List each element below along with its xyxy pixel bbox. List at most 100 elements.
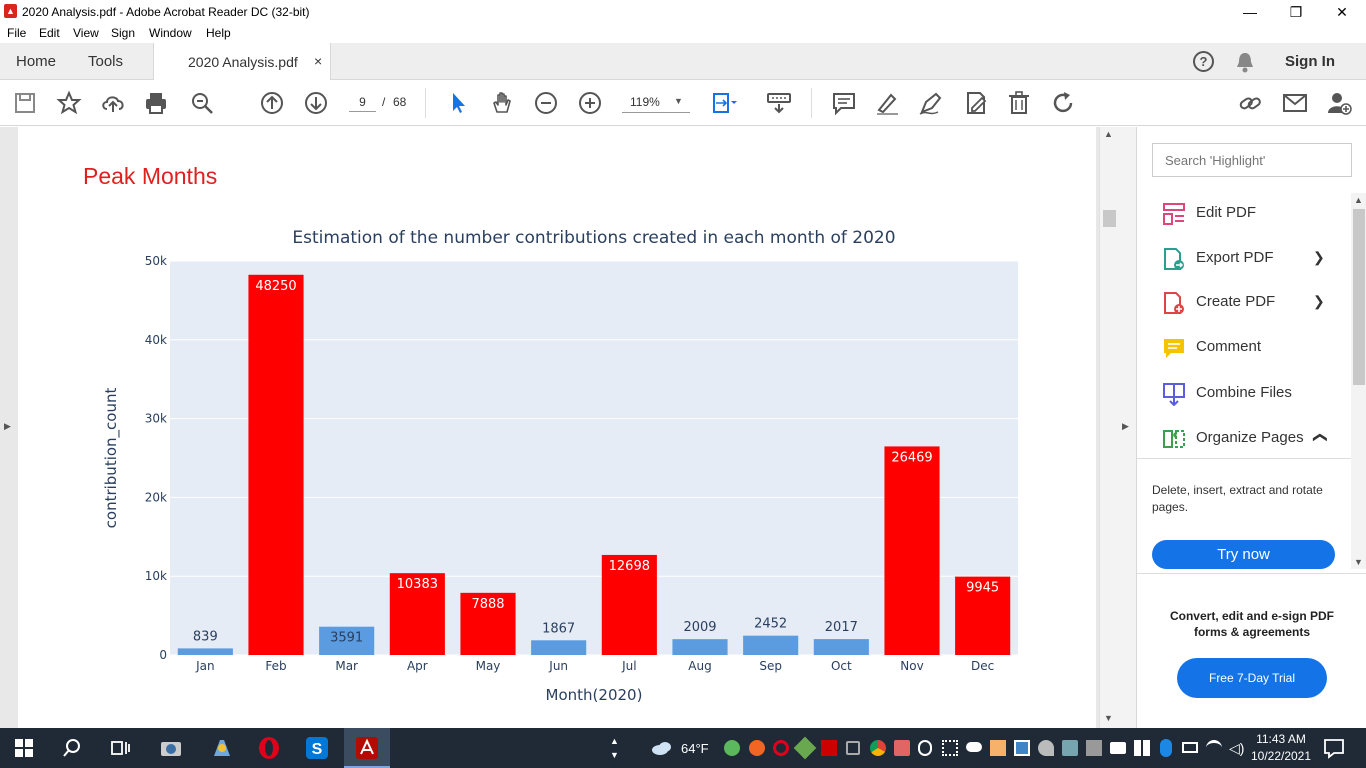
save-icon[interactable] [12,90,38,116]
menu-help[interactable]: Help [206,26,231,40]
free-trial-button[interactable]: Free 7-Day Trial [1177,658,1327,698]
draw-icon[interactable] [918,90,944,116]
mail-icon[interactable] [1282,90,1308,116]
notification-bell-icon[interactable] [1235,51,1255,73]
upload-icon[interactable] [100,90,126,116]
help-button[interactable]: ? [1193,51,1214,72]
try-now-button[interactable]: Try now [1152,540,1335,569]
tray-ssd-icon[interactable] [1110,742,1126,754]
document-viewport[interactable]: Peak Months 839 48250 3591 10383 7888 1867 126… [0,127,1118,728]
taskbar-acrobat-active[interactable] [344,728,390,768]
fit-page-icon[interactable] [711,90,737,116]
tray-monitor-icon[interactable] [1086,740,1102,756]
menu-edit[interactable]: Edit [39,26,60,40]
tray-power-icon[interactable] [918,740,932,756]
tray-battery-icon[interactable] [1182,742,1198,753]
tab-tools[interactable]: Tools [88,53,124,70]
weather-temperature[interactable]: 64°F [681,741,709,756]
clock-time[interactable]: 11:43 AM [1256,732,1306,746]
paint-app-icon[interactable] [210,736,234,760]
page-down-icon[interactable] [303,90,329,116]
tray-check-icon[interactable] [724,740,740,756]
tray-x-icon[interactable] [821,740,837,756]
tray-app-icon[interactable] [749,740,765,756]
task-view-icon[interactable] [108,736,132,760]
tool-edit-pdf[interactable]: Edit PDF [1137,194,1352,234]
add-user-icon[interactable] [1326,90,1352,116]
tray-window-icon[interactable] [1014,740,1030,756]
chevron-up-icon[interactable]: ❯ [1310,431,1327,444]
zoom-in-icon[interactable] [577,90,603,116]
notifications-icon[interactable] [1322,736,1346,760]
tray-wifi-icon[interactable] [1206,740,1222,756]
zoom-level-dropdown[interactable]: 119% [622,95,690,113]
tool-export-pdf[interactable]: Export PDF ❯ [1137,239,1352,279]
minimize-button[interactable]: — [1243,4,1257,20]
highlight-pen-icon[interactable] [874,90,900,116]
left-panel-toggle-icon[interactable]: ▶ [4,421,11,431]
menu-view[interactable]: View [73,26,99,40]
scroll-mode-icon[interactable] [766,90,792,116]
weather-cloud-icon[interactable] [650,736,674,760]
zoom-out-icon[interactable] [533,90,559,116]
tool-combine-files[interactable]: Combine Files [1137,374,1352,414]
edit-doc-icon[interactable] [962,90,988,116]
tools-scroll-up-icon[interactable]: ▲ [1354,195,1363,205]
menu-window[interactable]: Window [149,26,192,40]
tray-volume-icon[interactable]: ◁) [1229,740,1245,756]
scrollbar-thumb[interactable] [1103,210,1116,227]
restore-button[interactable]: ❐ [1289,4,1303,20]
tray-opera-icon[interactable] [773,740,789,756]
tray-usb-icon[interactable] [846,741,860,755]
tray-folder-icon[interactable] [990,740,1006,756]
rotate-icon[interactable] [1050,90,1076,116]
overflow-tray-icon[interactable]: ▲ ▼ [610,736,619,760]
tray-tool-icon[interactable] [793,736,817,760]
hand-icon[interactable] [489,90,515,116]
tools-scrollbar-thumb[interactable] [1353,209,1365,385]
scroll-down-icon[interactable]: ▼ [1104,713,1113,723]
tools-search-input[interactable] [1152,143,1352,177]
tools-scroll-down-icon[interactable]: ▼ [1354,557,1363,567]
tool-organize-pages[interactable]: Organize Pages ❯ [1137,419,1352,459]
clock-date[interactable]: 10/22/2021 [1250,749,1312,763]
search-zoom-icon[interactable] [189,90,215,116]
tab-home[interactable]: Home [16,53,57,70]
chevron-down-icon[interactable]: ❯ [1313,293,1325,309]
tray-remote-icon[interactable] [1062,740,1078,756]
right-pane-toggle-icon[interactable]: ▶ [1122,421,1129,431]
page-up-icon[interactable] [259,90,285,116]
select-cursor-icon[interactable] [446,90,472,116]
tray-chrome-icon[interactable] [870,740,886,756]
tray-bluetooth-icon[interactable] [1160,739,1172,757]
document-scrollbar[interactable]: ▲ ▼ [1099,127,1118,728]
tray-pen-icon[interactable] [1038,740,1054,756]
delete-icon[interactable] [1006,90,1032,116]
zoom-chevron-icon[interactable]: ▼ [674,96,683,106]
tray-onedrive-icon[interactable] [966,742,982,752]
menu-file[interactable]: File [7,26,27,40]
tray-network-icon[interactable] [942,740,958,756]
chevron-down-icon[interactable]: ❯ [1313,249,1325,265]
scroll-up-icon[interactable]: ▲ [1104,129,1113,139]
page-number-input[interactable]: 9 [349,95,376,112]
menu-sign[interactable]: Sign [111,26,136,40]
tools-scrollbar[interactable]: ▲ ▼ [1351,193,1366,569]
search-icon[interactable] [60,736,84,760]
share-link-icon[interactable] [1238,90,1264,116]
tool-comment[interactable]: Comment [1137,328,1352,368]
tray-gift-icon[interactable] [1134,740,1150,756]
opera-browser-icon[interactable] [257,736,281,760]
tool-create-pdf[interactable]: Create PDF ❯ [1137,283,1352,323]
print-icon[interactable] [143,90,169,116]
skype-app-icon[interactable]: S [305,736,329,760]
right-pane-toggle[interactable]: ▶ [1118,127,1136,728]
sign-in-button[interactable]: Sign In [1285,53,1335,70]
camera-app-icon[interactable] [159,736,183,760]
close-window-button[interactable]: ✕ [1336,4,1348,20]
bookmark-star-icon[interactable] [56,90,82,116]
comment-icon[interactable] [831,90,857,116]
tab-document[interactable]: 2020 Analysis.pdf × [153,43,331,80]
tray-record-icon[interactable] [894,740,910,756]
close-tab-button[interactable]: × [314,53,323,69]
